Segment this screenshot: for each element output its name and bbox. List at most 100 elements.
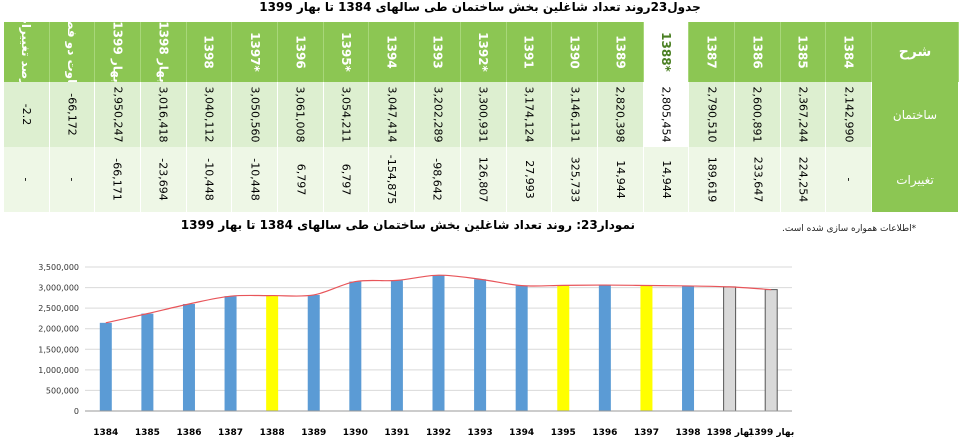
table-column: 1397* 3,050,560 -10,448 [232,22,279,212]
column-header: درصد تغییرات [4,12,50,92]
cell-employment-text: 3,202,289 [430,86,444,143]
cell-employment: 3,047,414 [369,82,416,147]
cell-employment-text: 3,174,124 [522,86,536,143]
cell-change-text: -98,642 [430,158,444,201]
table-column: 1390 3,146,131 325,733 [552,22,598,212]
column-header: 1398 [186,22,233,82]
column-header: 1394 [369,22,416,82]
column-header-text: 1397* [247,32,262,72]
table-column: 1387 2,790,510 189,619 [689,22,735,212]
cell-employment: 3,016,418 [141,82,187,147]
cell-change-text: -10,448 [202,158,216,201]
bar [640,285,653,411]
column-header-text: 1395* [339,32,354,72]
x-tick-label: 1390 [343,428,368,438]
cell-employment: 3,050,560 [232,82,279,147]
cell-change: 14,944 [597,147,644,212]
column-header: تفاوت دو فصل [49,7,96,97]
table-header-label-text: شرح [898,44,932,60]
table-column: 1395* 3,054,211 6,797 [323,22,370,212]
cell-employment-text: -66,172 [65,93,79,136]
bar [764,289,778,412]
cell-change: 325,733 [552,147,598,212]
table-column: 1385 2,367,244 224,254 [780,22,827,212]
cell-change: 14,944 [643,147,690,212]
cell-change-text: 6,797 [293,163,307,196]
column-header: 1397* [232,22,279,82]
column-header-text: 1384 [841,35,856,69]
cell-employment: 2,950,247 [95,82,142,147]
x-tick-label: 1396 [592,428,617,438]
cell-employment: 2,142,990 [826,82,872,147]
cell-change-text: -66,171 [111,158,125,201]
table-column: درصد تغییرات -2.2 - [4,12,50,212]
column-header: 1391 [506,22,553,82]
cell-employment-text: 3,050,560 [248,86,262,143]
bar [515,285,528,411]
cell-employment: 2,600,891 [734,82,781,147]
cell-change: -154,875 [369,147,416,212]
cell-change: - [4,147,50,212]
bar [99,322,112,411]
cell-employment: 2,790,510 [689,82,735,147]
column-header-text: 1387 [704,35,719,69]
row-label-changes-text: تغییرات [896,172,934,187]
column-header-text: بهار 1398 [156,21,171,83]
bar [474,279,487,411]
cell-change-text: 27,993 [522,160,536,199]
column-header: 1384 [826,22,872,82]
cell-change: 233,647 [734,147,781,212]
table-column: 1389 2,820,398 14,944 [597,22,644,212]
bar [349,281,362,411]
table-header-label: شرح [872,22,959,82]
cell-employment-text: 2,790,510 [705,86,719,143]
cell-change: -10,448 [232,147,279,212]
column-header: 1387 [689,22,735,82]
cell-change-text: 224,254 [796,156,810,203]
x-tick-label: 1397 [634,428,659,438]
bar [598,285,611,411]
y-tick-label: 2,000,000 [38,325,79,334]
cell-employment: 3,202,289 [415,82,461,147]
table-column: بهار 1398 3,016,418 -23,694 [141,21,187,212]
cell-employment-text: 2,805,454 [659,86,673,143]
column-header: 1386 [734,22,781,82]
bar [224,296,237,411]
column-header-text: 1385 [795,35,810,69]
cell-change-text: 189,619 [705,156,719,203]
employment-table: شرح ساختمان تغییرات 1384 2,142,990 - 1385 2,367… [4,7,959,212]
column-header: 1390 [552,22,598,82]
x-tick-label: 1398 [675,428,700,438]
table-column: 1394 3,047,414 -154,875 [369,22,416,212]
cell-employment-text: 2,820,398 [613,86,627,143]
column-header: بهار 1399 [95,21,142,83]
cell-employment: 3,040,112 [186,82,233,147]
x-tick-label: 1385 [135,428,160,438]
column-header-text: 1390 [567,35,582,69]
x-tick-label: 1389 [301,428,326,438]
y-tick-label: 2,500,000 [38,304,79,313]
y-tick-label: 3,500,000 [38,263,79,272]
x-tick-label: 1392 [426,428,451,438]
cell-change: - [826,147,872,212]
cell-employment-text: 2,142,990 [842,86,856,143]
cell-change-text: 6,797 [339,163,353,196]
cell-employment: 3,174,124 [506,82,553,147]
employment-bar-chart: 0 500,000 1,000,000 1,500,000 2,000,000 2,500… [38,263,794,438]
cell-employment-text: 2,600,891 [750,86,764,143]
bar [723,286,737,412]
cell-employment: -2.2 [4,82,50,147]
y-tick-label: 1,000,000 [38,366,79,375]
cell-employment: 2,805,454 [643,82,690,147]
x-tick-label: 1393 [468,428,493,438]
column-header: بهار 1398 [141,21,187,83]
cell-change: 189,619 [689,147,735,212]
x-tick-label: 1394 [509,428,534,438]
column-header: 1395* [323,22,370,82]
column-header: 1389 [597,22,644,82]
bar [266,295,279,411]
cell-change: -98,642 [415,147,461,212]
cell-change: -23,694 [141,147,187,212]
cell-employment-text: -2.2 [19,103,33,126]
table-column: 1388* 2,805,454 14,944 [643,22,690,212]
